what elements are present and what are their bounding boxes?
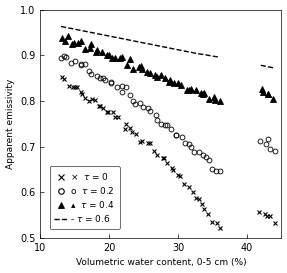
Legend: $\times$  $\tau$ = 0, o  $\tau$ = 0.2, $\blacktriangle$  $\tau$ = 0.4, - $\tau$ : $\times$ $\tau$ = 0, o $\tau$ = 0.2, $\b… <box>50 167 120 229</box>
Y-axis label: Apparent emissivity: Apparent emissivity <box>5 79 15 169</box>
X-axis label: Volumetric water content, 0-5 cm (%): Volumetric water content, 0-5 cm (%) <box>75 259 246 268</box>
